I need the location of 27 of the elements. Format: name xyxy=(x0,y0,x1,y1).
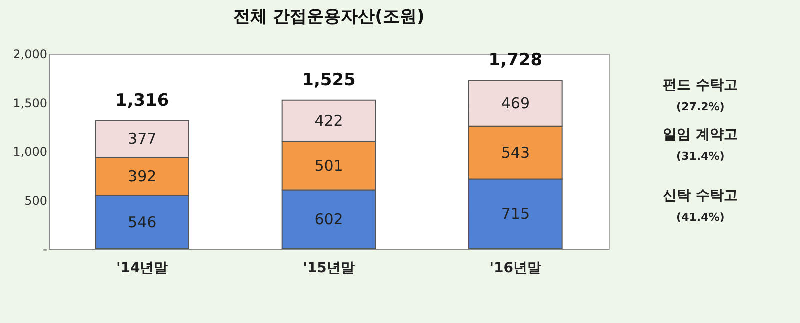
data-label: 469 xyxy=(501,94,530,112)
text: 펀드 수탁고 xyxy=(663,77,738,94)
total-label: 1,525 xyxy=(302,70,356,90)
data-label: 546 xyxy=(128,213,157,232)
data-label: 501 xyxy=(314,156,344,175)
x-tick-label: '14년말 xyxy=(116,260,168,276)
total-label: 1,728 xyxy=(488,50,543,71)
chart-title: 전체 간접운용자산(조원) xyxy=(233,7,425,27)
text: (41.4%) xyxy=(676,211,725,224)
y-tick-label: 500 xyxy=(24,194,48,208)
data-label: 392 xyxy=(128,168,157,186)
data-label: 602 xyxy=(314,210,344,229)
total-label: 1,316 xyxy=(115,90,170,111)
y-tick-label: 2,000 xyxy=(13,48,48,62)
text: (27.2%) xyxy=(676,100,725,114)
y-tick-label: - xyxy=(43,242,48,256)
x-tick-label: '16년말 xyxy=(490,260,542,276)
data-label: 543 xyxy=(501,144,530,162)
data-label: 715 xyxy=(501,205,530,224)
y-tick-label: 1,000 xyxy=(13,145,48,159)
text: 신탁 수탁고 xyxy=(663,188,738,204)
x-tick-label: '15년말 xyxy=(303,260,355,276)
text: 일임 계약고 xyxy=(663,126,738,143)
data-label: 422 xyxy=(314,112,344,130)
text: (31.4%) xyxy=(676,150,725,163)
y-tick-label: 1,500 xyxy=(13,96,48,110)
data-label: 377 xyxy=(128,130,157,148)
